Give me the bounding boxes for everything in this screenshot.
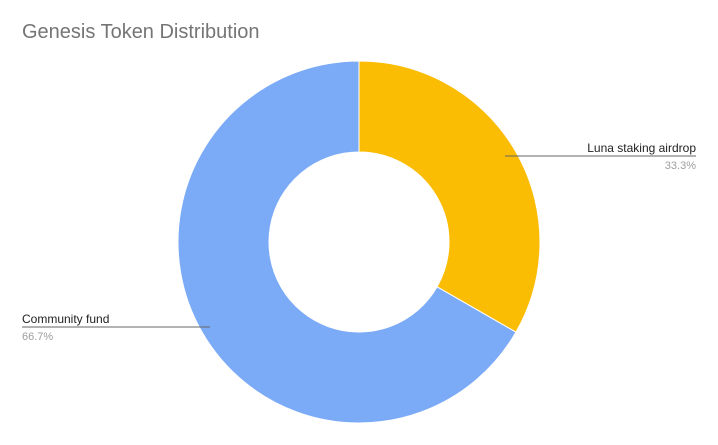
chart-title: Genesis Token Distribution — [22, 21, 260, 43]
slice-label: Community fund — [22, 312, 109, 326]
slice-label: Luna staking airdrop — [587, 141, 696, 155]
slice-community-fund[interactable] — [177, 60, 517, 424]
slice-percentage: 33.3% — [665, 160, 696, 172]
slice-luna-staking-airdrop[interactable] — [358, 60, 541, 333]
slice-percentage: 66.7% — [22, 331, 53, 343]
